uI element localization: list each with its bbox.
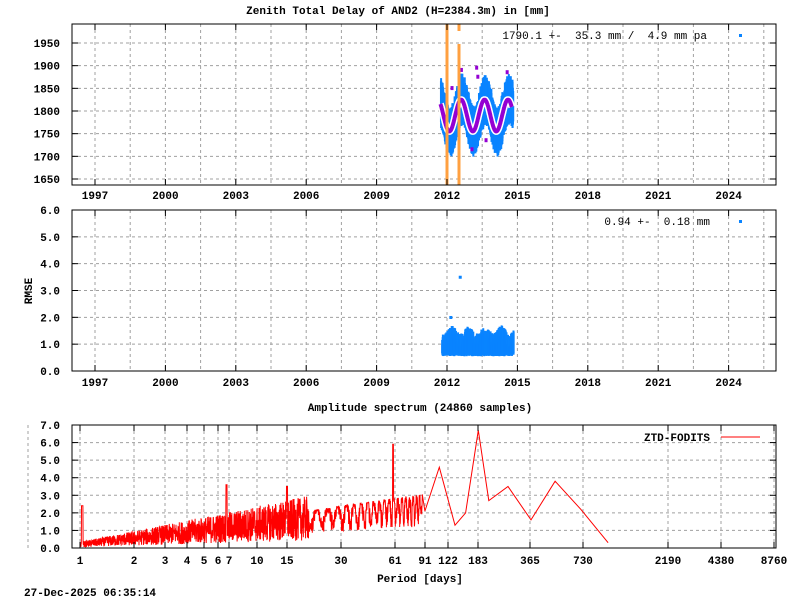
x-tick-label: 2024	[715, 378, 742, 390]
rmse-axis-ticks: 1997 2000 2003 2006 2009 2012 2015 2018 2021 2024…	[40, 206, 776, 390]
ztd-plot-title: Zenith Total Delay of AND2 (H=2384.3m) i…	[246, 6, 550, 18]
spectrum-legend-text: ZTD-FODITS	[644, 433, 710, 445]
x-tick-label: 730	[573, 556, 593, 568]
spectrum-axis-ticks: 1 2 3 4 5 6 7 10 15 30 61 91 122 183 365 730 2190 4380 876…	[40, 421, 787, 568]
spectrum-plot-title: Amplitude spectrum (24860 samples)	[308, 403, 532, 415]
y-tick-label: 1950	[34, 39, 60, 51]
x-tick-label: 2000	[152, 378, 178, 390]
x-tick-label: 2	[131, 556, 138, 568]
x-tick-label: 2015	[504, 191, 531, 203]
y-tick-label: 1900	[34, 62, 60, 74]
y-tick-label: 2.0	[40, 509, 60, 521]
x-tick-label: 8760	[761, 556, 787, 568]
x-tick-label: 2009	[363, 191, 389, 203]
rmse-plot-frame	[71, 209, 777, 372]
x-tick-label: 2006	[293, 191, 319, 203]
x-tick-label: 30	[334, 556, 347, 568]
x-tick-label: 2006	[293, 378, 319, 390]
y-tick-label: 1850	[34, 84, 60, 96]
ztd-data	[437, 24, 516, 185]
spectrum-plot-frame	[71, 424, 777, 549]
x-tick-label: 4380	[708, 556, 734, 568]
ztd-plot: Zenith Total Delay of AND2 (H=2384.3m) i…	[34, 6, 777, 203]
x-tick-label: 4	[184, 556, 191, 568]
x-tick-label: 10	[250, 556, 263, 568]
rmse-y-label: RMSE	[24, 277, 36, 304]
x-tick-label: 2015	[504, 378, 531, 390]
y-tick-label: 2.0	[40, 313, 60, 325]
spectrum-x-label: Period [days]	[377, 574, 463, 586]
y-tick-label: 4.0	[40, 474, 60, 486]
y-tick-label: 0.0	[40, 367, 60, 379]
spectrum-data	[79, 430, 609, 548]
rmse-plot: 1997 2000 2003 2006 2009 2012 2015 2018 2021 2024…	[24, 206, 777, 390]
y-tick-label: 1800	[34, 107, 60, 119]
ztd-legend-marker	[739, 34, 742, 37]
x-tick-label: 2018	[575, 378, 602, 390]
x-tick-label: 2190	[655, 556, 681, 568]
rmse-data	[441, 275, 515, 357]
x-tick-label: 122	[438, 556, 458, 568]
y-tick-label: 5.0	[40, 456, 60, 468]
x-tick-label: 2000	[152, 191, 178, 203]
spectrum-line	[79, 430, 609, 548]
y-tick-label: 6.0	[40, 439, 60, 451]
y-tick-label: 7.0	[40, 421, 60, 433]
y-tick-label: 1.0	[40, 340, 60, 352]
x-tick-label: 2021	[645, 378, 672, 390]
x-tick-label: 6	[215, 556, 222, 568]
x-tick-label: 15	[280, 556, 294, 568]
x-tick-label: 2009	[363, 378, 389, 390]
y-tick-label: 1.0	[40, 526, 60, 538]
ztd-axis-ticks: 1997 2000 2003 2006 2009 2012 2015 2018 2021 2024…	[34, 24, 776, 203]
x-tick-label: 2003	[223, 378, 250, 390]
y-tick-label: 1650	[34, 175, 60, 187]
spectrum-grid	[72, 425, 776, 548]
rmse-grid	[72, 210, 776, 371]
x-tick-label: 365	[520, 556, 540, 568]
timestamp: 27-Dec-2025 06:35:14	[24, 588, 156, 600]
x-tick-label: 1	[77, 556, 84, 568]
y-tick-label: 4.0	[40, 260, 60, 272]
x-tick-label: 2012	[434, 378, 460, 390]
y-tick-label: 3.0	[40, 287, 60, 299]
y-tick-label: 1700	[34, 152, 60, 164]
x-tick-label: 7	[226, 556, 233, 568]
y-tick-label: 1750	[34, 130, 60, 142]
rmse-legend-marker	[739, 220, 742, 223]
x-tick-label: 61	[388, 556, 402, 568]
ztd-grid	[72, 24, 776, 185]
x-tick-label: 2018	[575, 191, 602, 203]
x-tick-label: 3	[162, 556, 169, 568]
x-tick-label: 183	[468, 556, 488, 568]
x-tick-label: 5	[201, 556, 208, 568]
x-tick-label: 2012	[434, 191, 460, 203]
y-tick-label: 5.0	[40, 233, 60, 245]
rmse-legend-text: 0.94 +- 0.18 mm	[604, 217, 710, 229]
x-tick-label: 1997	[82, 378, 108, 390]
y-tick-label: 3.0	[40, 491, 60, 503]
x-tick-label: 91	[418, 556, 432, 568]
x-tick-label: 2003	[223, 191, 250, 203]
x-tick-label: 1997	[82, 191, 108, 203]
y-tick-label: 0.0	[40, 544, 60, 556]
x-tick-label: 2024	[715, 191, 742, 203]
ztd-legend-text: 1790.1 +- 35.3 mm / 4.9 mm pa	[502, 31, 707, 43]
ztd-plot-frame	[71, 23, 777, 186]
x-tick-label: 2021	[645, 191, 672, 203]
y-tick-label: 6.0	[40, 206, 60, 218]
